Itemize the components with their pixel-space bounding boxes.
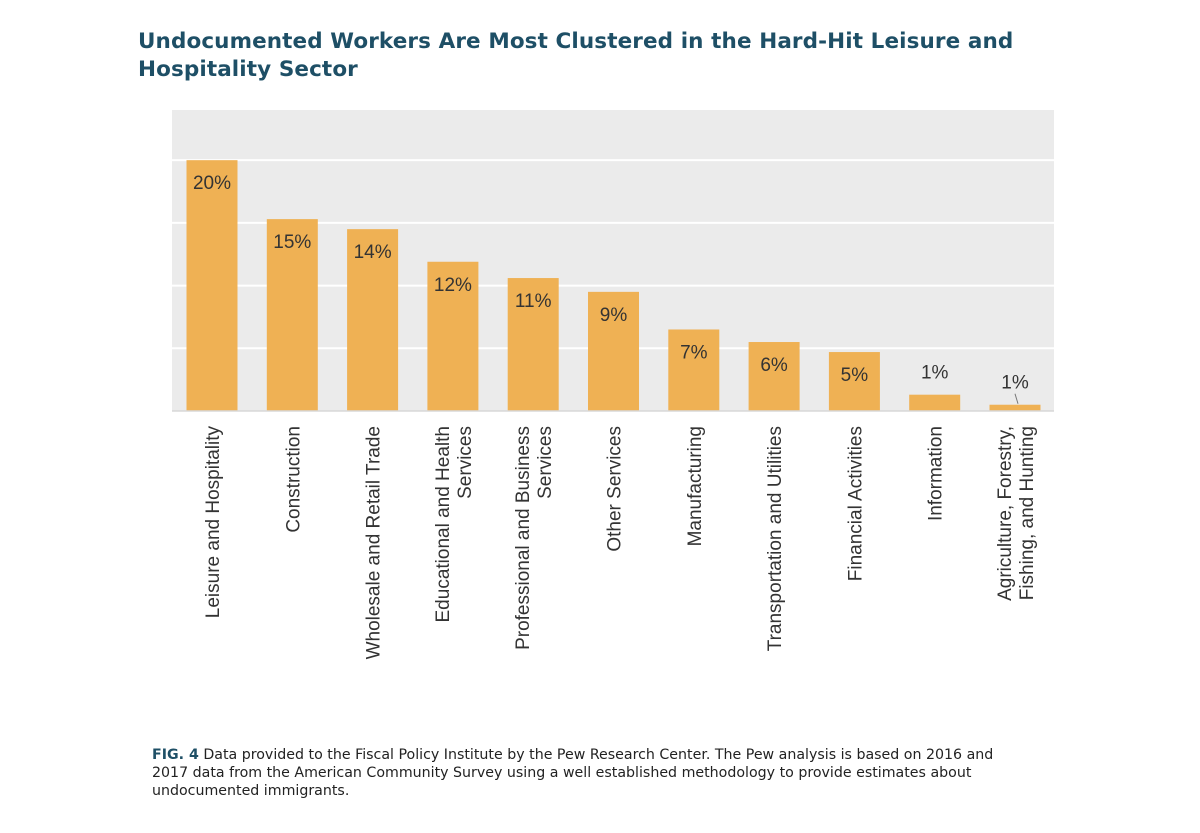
leader-line-agriculture-forestry-fishing-and-hunting — [1014, 393, 1019, 404]
caption-text: Data provided to the Fiscal Policy Insti… — [152, 747, 994, 799]
bars — [186, 160, 1041, 411]
category-label-line: Information — [926, 426, 947, 521]
category-label-line: Services — [535, 426, 556, 499]
category-label-financial-activities: Financial Activities — [845, 426, 866, 581]
bar-leisure-and-hospitality — [186, 160, 238, 411]
chart-title-line-1: Undocumented Workers Are Most Clustered … — [138, 29, 1014, 54]
category-label-line: Construction — [283, 426, 304, 533]
bar-chart: 20% 15% 14% 12% 11% 9% 7% 6% 5% 1% 1% Leisure and … — [172, 110, 1054, 660]
data-labels: 20% 15% 14% 12% 11% 9% 7% 6% 5% 1% 1% — [193, 173, 1029, 404]
data-label-agriculture-forestry-fishing-and-hunting: 1% — [1001, 373, 1029, 394]
category-label-line: Professional and Business — [513, 426, 534, 650]
category-label-line: Educational and Health — [433, 426, 454, 622]
chart-title: Undocumented Workers Are Most Clustered … — [138, 28, 1038, 84]
data-label-professional-and-business-services: 11% — [515, 291, 552, 312]
bar-construction — [266, 219, 318, 411]
category-label-line: Transportation and Utilities — [765, 426, 786, 651]
data-label-financial-activities: 5% — [841, 365, 869, 386]
bar-agriculture-forestry-fishing-and-hunting — [989, 404, 1041, 411]
category-label-professional-and-business-services: Professional and Business Services — [513, 426, 556, 650]
category-label-line: Financial Activities — [845, 426, 866, 581]
category-label-line: Fishing, and Hunting — [1017, 426, 1038, 600]
category-label-line: Services — [455, 426, 476, 499]
data-label-educational-and-health-services: 12% — [434, 275, 472, 296]
category-label-manufacturing: Manufacturing — [685, 426, 706, 546]
category-label-line: Other Services — [605, 426, 626, 552]
data-label-information: 1% — [921, 363, 949, 384]
category-label-educational-and-health-services: Educational and Health Services — [433, 426, 476, 622]
category-label-other-services: Other Services — [605, 426, 626, 552]
category-label-transportation-and-utilities: Transportation and Utilities — [765, 426, 786, 651]
category-label-agriculture-forestry-fishing-and-hunting: Agriculture, Forestry, Fishing, and Hunti… — [995, 426, 1038, 601]
category-label-line: Leisure and Hospitality — [203, 426, 224, 619]
category-label-construction: Construction — [283, 426, 304, 533]
data-label-transportation-and-utilities: 6% — [760, 355, 788, 376]
bar-information — [909, 394, 961, 411]
data-label-other-services: 9% — [600, 305, 628, 326]
category-labels: Leisure and Hospitality Construction Whole… — [203, 426, 1038, 660]
data-label-leisure-and-hospitality: 20% — [193, 173, 231, 194]
bar-wholesale-and-retail-trade — [347, 229, 399, 411]
category-label-wholesale-and-retail-trade: Wholesale and Retail Trade — [364, 426, 385, 659]
bar-manufacturing — [668, 329, 720, 411]
bar-professional-and-business-services — [507, 278, 559, 411]
bar-financial-activities — [828, 352, 880, 411]
category-label-information: Information — [926, 426, 947, 521]
bar-other-services — [588, 291, 639, 411]
category-label-line: Wholesale and Retail Trade — [364, 426, 385, 659]
category-label-line: Manufacturing — [685, 426, 706, 546]
figure-caption: FIG. 4 Data provided to the Fiscal Polic… — [152, 746, 1032, 800]
data-label-construction: 15% — [273, 232, 311, 253]
category-label-line: Agriculture, Forestry, — [995, 426, 1016, 601]
category-label-leisure-and-hospitality: Leisure and Hospitality — [203, 426, 224, 619]
bar-transportation-and-utilities — [748, 342, 800, 411]
data-label-manufacturing: 7% — [680, 342, 708, 363]
bar-educational-and-health-services — [427, 261, 479, 411]
chart-title-line-2: Hospitality Sector — [138, 57, 358, 82]
gridlines — [172, 159, 1054, 350]
figure-number: FIG. 4 — [152, 747, 199, 763]
data-label-wholesale-and-retail-trade: 14% — [354, 242, 392, 263]
